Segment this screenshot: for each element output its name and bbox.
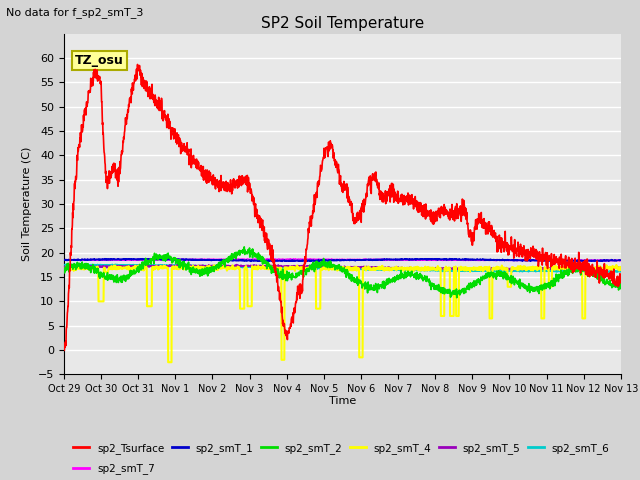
Y-axis label: Soil Temperature (C): Soil Temperature (C)	[22, 147, 33, 261]
Title: SP2 Soil Temperature: SP2 Soil Temperature	[260, 16, 424, 31]
Text: No data for f_sp2_smT_3: No data for f_sp2_smT_3	[6, 7, 144, 18]
X-axis label: Time: Time	[329, 396, 356, 406]
Text: TZ_osu: TZ_osu	[75, 54, 124, 67]
